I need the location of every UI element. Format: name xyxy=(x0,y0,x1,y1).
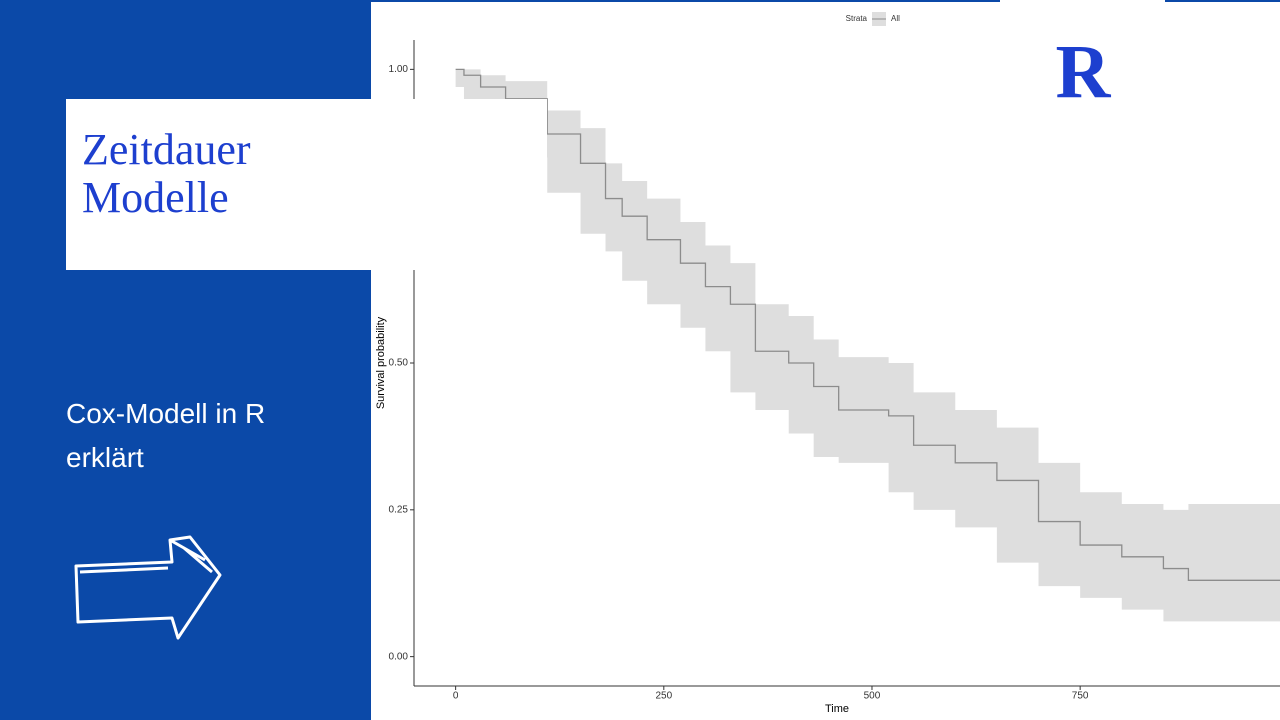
y-tick-label: 0.25 xyxy=(389,504,409,515)
title: Zeitdauer xyxy=(82,125,251,174)
x-tick-label: 250 xyxy=(655,691,672,702)
legend-label: All xyxy=(891,14,900,23)
subtitle: Cox-Modell in R xyxy=(66,398,265,429)
confidence-band xyxy=(455,69,1280,622)
x-tick-label: 750 xyxy=(1072,691,1089,702)
x-tick-label: 0 xyxy=(453,691,459,702)
arrow-icon xyxy=(74,535,222,640)
subtitle: erklärt xyxy=(66,442,144,473)
title: Modelle xyxy=(82,173,229,222)
legend-title: Strata xyxy=(846,14,868,23)
top-rule xyxy=(371,0,1000,2)
r-logo: R xyxy=(1056,30,1112,114)
y-axis-label: Survival probability xyxy=(375,316,387,409)
y-tick-label: 1.00 xyxy=(389,64,409,75)
survival-curve xyxy=(455,68,1280,581)
top-rule xyxy=(1165,0,1280,2)
x-tick-label: 500 xyxy=(864,691,881,702)
x-axis-label: Time xyxy=(825,703,849,715)
title-box xyxy=(66,99,547,270)
y-tick-label: 0.50 xyxy=(389,358,409,369)
y-tick-label: 0.00 xyxy=(389,651,409,662)
plot: 0.000.250.500.751.000250500750TimeSurviv… xyxy=(375,12,1280,715)
